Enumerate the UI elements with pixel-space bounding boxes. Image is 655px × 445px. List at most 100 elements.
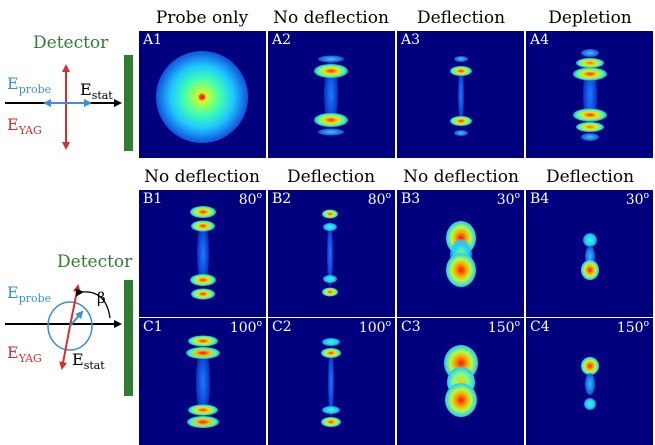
- image-spot: [573, 108, 607, 122]
- image-spot: [585, 373, 595, 395]
- image-spot: [318, 55, 344, 63]
- panel-label: A4: [530, 32, 550, 48]
- panel-a2: A2: [268, 31, 395, 158]
- header-a3: Deflection: [416, 8, 506, 28]
- header-b4: Deflection: [545, 167, 635, 187]
- angle-label: 150o: [487, 319, 520, 336]
- angle-label: 100o: [358, 319, 391, 336]
- beta-arc: [75, 288, 111, 319]
- image-spot: [576, 58, 604, 68]
- angle-label: 80o: [367, 191, 391, 208]
- image-spot: [328, 347, 334, 417]
- panel-label: C3: [401, 319, 421, 335]
- image-spot: [197, 221, 209, 287]
- image-spot: [446, 253, 476, 287]
- image-spot: [322, 209, 338, 219]
- panel-b3: B3 30o: [397, 190, 524, 317]
- panel-label: A2: [272, 32, 292, 48]
- panel-label: C1: [143, 319, 163, 335]
- panel-label: B3: [401, 191, 421, 207]
- image-spot: [188, 404, 218, 416]
- header-a1: Probe only: [155, 8, 249, 28]
- detector-label-bottom: Detector: [57, 252, 133, 272]
- image-spot: [322, 406, 340, 414]
- image-spot: [322, 287, 338, 297]
- detector-bar-top: [124, 55, 133, 151]
- image-spot: [323, 275, 337, 283]
- image-spot: [190, 274, 216, 286]
- image-spot: [314, 113, 348, 127]
- image-spot: [450, 66, 472, 76]
- panel-a3: A3: [397, 31, 524, 158]
- panel-c4: C4 150o: [526, 318, 653, 445]
- e-stat-label-bottom: Estat: [72, 350, 105, 373]
- image-spot: [581, 357, 599, 375]
- header-a2: No deflection: [273, 8, 389, 28]
- header-b3: No deflection: [403, 167, 519, 187]
- panel-a4: A4: [526, 31, 653, 158]
- image-spot: [191, 220, 215, 232]
- panel-a1: A1: [139, 31, 266, 158]
- image-spot: [196, 347, 210, 417]
- image-spot: [186, 347, 220, 359]
- image-spot: [581, 49, 599, 57]
- image-spot: [314, 64, 348, 78]
- beta-label: β: [97, 289, 106, 307]
- panel-label: A1: [143, 32, 163, 48]
- panel-label: C2: [272, 319, 292, 335]
- image-spot: [198, 93, 206, 101]
- angle-label: 80o: [238, 191, 262, 208]
- image-spot: [323, 223, 337, 231]
- panel-label: A3: [401, 32, 421, 48]
- e-yag-label-top: EYAG: [7, 115, 42, 138]
- image-spot: [583, 233, 597, 247]
- panel-label: C4: [530, 319, 550, 335]
- header-b2: Deflection: [286, 167, 376, 187]
- e-probe-label-bottom: Eprobe: [7, 283, 52, 306]
- e-yag-label-bottom: EYAG: [7, 343, 42, 366]
- image-spot: [321, 348, 341, 358]
- image-spot: [191, 288, 215, 300]
- image-spot: [327, 221, 333, 287]
- image-spot: [454, 130, 468, 136]
- panel-label: B4: [530, 191, 550, 207]
- image-spot: [321, 417, 341, 427]
- panel-b1: B1 80o: [139, 190, 266, 317]
- detector-bar-bottom: [124, 280, 133, 396]
- image-spot: [445, 383, 477, 417]
- image-spot: [458, 67, 464, 123]
- image-spot: [322, 338, 340, 346]
- image-spot: [190, 206, 216, 218]
- image-spot: [585, 246, 595, 266]
- image-spot: [454, 56, 468, 62]
- panel-label: B1: [143, 191, 163, 207]
- detector-label-top: Detector: [33, 33, 109, 53]
- image-spot: [573, 67, 607, 81]
- angle-label: 30o: [625, 191, 649, 208]
- image-spot: [584, 398, 596, 410]
- rotation-circle: [47, 301, 93, 351]
- panel-c1: C1 100o: [139, 318, 266, 445]
- image-spot: [576, 122, 604, 132]
- panel-c3: C3 150o: [397, 318, 524, 445]
- probe-arrow-bottom: [69, 310, 84, 327]
- image-spot: [318, 128, 344, 136]
- panel-c2: C2 100o: [268, 318, 395, 445]
- image-spot: [188, 335, 218, 347]
- yag-arrow-down-bottom: [59, 325, 71, 370]
- image-spot: [581, 133, 599, 141]
- angle-label: 100o: [229, 319, 262, 336]
- image-spot: [187, 416, 219, 428]
- panel-label: B2: [272, 191, 292, 207]
- panel-b2: B2 80o: [268, 190, 395, 317]
- angle-label: 150o: [616, 319, 649, 336]
- angle-label: 30o: [496, 191, 520, 208]
- e-stat-label-top: Estat: [80, 80, 113, 103]
- header-a4: Depletion: [548, 8, 632, 28]
- header-b1: No deflection: [144, 167, 260, 187]
- image-spot: [581, 260, 599, 280]
- image-spot: [450, 116, 472, 126]
- panel-b4: B4 30o: [526, 190, 653, 317]
- e-probe-label-top: Eprobe: [7, 74, 52, 97]
